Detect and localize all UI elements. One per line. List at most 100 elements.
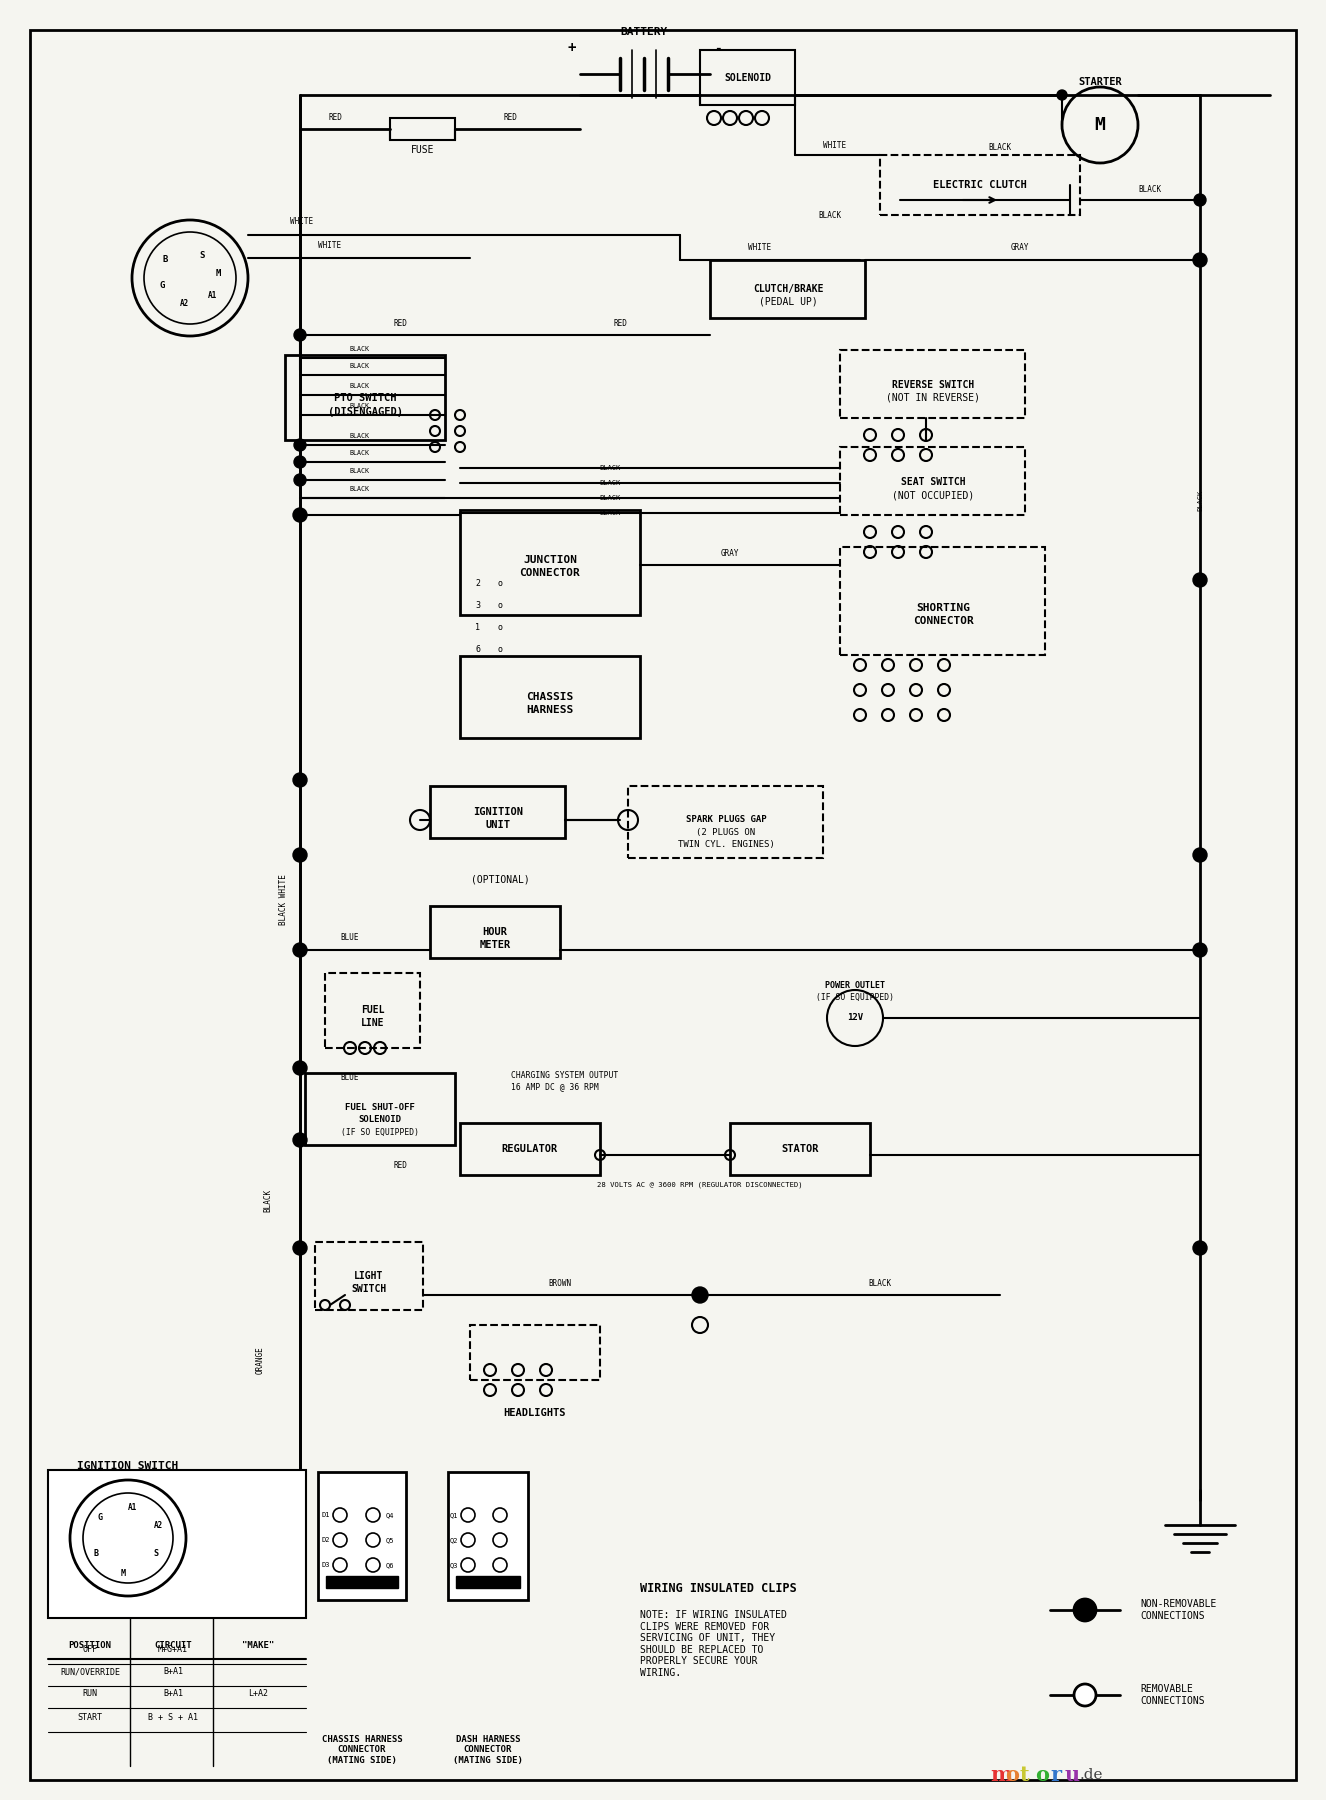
Bar — [430, 787, 565, 839]
Text: M+G+A1: M+G+A1 — [158, 1645, 188, 1654]
Text: LIGHT: LIGHT — [354, 1271, 383, 1282]
Text: BLACK: BLACK — [350, 403, 370, 409]
Text: HARNESS: HARNESS — [526, 706, 574, 715]
Text: SOLENOID: SOLENOID — [358, 1116, 402, 1125]
Circle shape — [294, 473, 306, 486]
Text: A2: A2 — [154, 1521, 163, 1530]
Text: B + S + A1: B + S + A1 — [149, 1714, 198, 1723]
Text: RUN: RUN — [82, 1690, 98, 1699]
Text: FUSE: FUSE — [411, 146, 435, 155]
Text: 12V: 12V — [847, 1013, 863, 1022]
Text: WHITE: WHITE — [290, 218, 313, 227]
Text: IGNITION: IGNITION — [473, 806, 522, 817]
Text: NOTE: IF WIRING INSULATED
CLIPS WERE REMOVED FOR
SERVICING OF UNIT, THEY
SHOULD : NOTE: IF WIRING INSULATED CLIPS WERE REM… — [640, 1609, 786, 1678]
Bar — [305, 1073, 455, 1145]
Text: 28 VOLTS AC @ 3600 RPM (REGULATOR DISCONNECTED): 28 VOLTS AC @ 3600 RPM (REGULATOR DISCON… — [597, 1183, 802, 1188]
Text: START: START — [77, 1714, 102, 1723]
Bar — [880, 155, 1079, 214]
Text: G: G — [98, 1514, 102, 1523]
Bar — [839, 446, 1025, 515]
Text: ELECTRIC CLUTCH: ELECTRIC CLUTCH — [934, 180, 1026, 191]
Bar — [460, 1123, 599, 1175]
Text: r: r — [1050, 1766, 1061, 1786]
Circle shape — [294, 455, 306, 468]
Text: (NOT OCCUPIED): (NOT OCCUPIED) — [892, 490, 975, 500]
Text: REMOVABLE
CONNECTIONS: REMOVABLE CONNECTIONS — [1140, 1685, 1204, 1706]
Text: RED: RED — [613, 319, 627, 328]
Text: OFF: OFF — [82, 1645, 98, 1654]
Circle shape — [1074, 1685, 1097, 1706]
Text: WHITE: WHITE — [318, 241, 342, 250]
Text: RUN/OVERRIDE: RUN/OVERRIDE — [60, 1667, 119, 1676]
Text: BLACK: BLACK — [350, 486, 370, 491]
Circle shape — [1193, 1240, 1207, 1255]
Text: ORANGE: ORANGE — [256, 1346, 264, 1373]
Text: CLUTCH/BRAKE: CLUTCH/BRAKE — [753, 284, 823, 293]
Text: 3: 3 — [476, 601, 480, 610]
Text: (DISENGAGED): (DISENGAGED) — [328, 407, 403, 418]
Circle shape — [293, 508, 308, 522]
Bar — [318, 1472, 406, 1600]
Text: B+A1: B+A1 — [163, 1667, 183, 1676]
Text: (NOT IN REVERSE): (NOT IN REVERSE) — [886, 392, 980, 403]
Text: RED: RED — [503, 113, 517, 122]
Text: BLACK: BLACK — [350, 346, 370, 353]
Text: BLACK: BLACK — [988, 144, 1012, 153]
Circle shape — [1193, 572, 1207, 587]
Bar — [325, 974, 420, 1048]
Text: NON-REMOVABLE
CONNECTIONS: NON-REMOVABLE CONNECTIONS — [1140, 1598, 1216, 1620]
Text: Q3: Q3 — [450, 1562, 459, 1568]
Text: (IF SO EQUIPPED): (IF SO EQUIPPED) — [815, 992, 894, 1001]
Text: .de: .de — [1079, 1768, 1103, 1782]
Text: REGULATOR: REGULATOR — [501, 1145, 558, 1154]
Text: FUEL: FUEL — [361, 1004, 385, 1015]
Text: TWIN CYL. ENGINES): TWIN CYL. ENGINES) — [678, 839, 774, 848]
Text: CONNECTOR: CONNECTOR — [520, 569, 581, 578]
Text: t: t — [1020, 1766, 1029, 1786]
Bar — [456, 1577, 520, 1588]
Circle shape — [293, 1132, 308, 1147]
Text: BLACK: BLACK — [1139, 185, 1162, 194]
Circle shape — [294, 439, 306, 452]
Text: o: o — [497, 623, 503, 632]
Text: METER: METER — [480, 940, 511, 950]
Text: BLACK: BLACK — [869, 1278, 891, 1287]
Text: B: B — [94, 1548, 98, 1557]
Text: REVERSE SWITCH: REVERSE SWITCH — [892, 380, 975, 391]
Text: CHASSIS: CHASSIS — [526, 691, 574, 702]
Text: BLUE: BLUE — [341, 934, 359, 943]
Text: o: o — [1036, 1766, 1049, 1786]
Text: IGNITION SWITCH: IGNITION SWITCH — [77, 1462, 179, 1471]
Text: RED: RED — [392, 319, 407, 328]
Text: RED: RED — [328, 113, 342, 122]
Text: WHITE: WHITE — [823, 140, 846, 149]
Text: UNIT: UNIT — [485, 821, 511, 830]
Text: (OPTIONAL): (OPTIONAL) — [471, 875, 529, 886]
Bar — [700, 50, 796, 104]
Text: POSITION: POSITION — [69, 1642, 111, 1651]
Circle shape — [1193, 848, 1207, 862]
Text: CHARGING SYSTEM OUTPUT: CHARGING SYSTEM OUTPUT — [512, 1071, 619, 1080]
Text: BLUE: BLUE — [341, 1073, 359, 1082]
Text: FUEL SHUT-OFF: FUEL SHUT-OFF — [345, 1103, 415, 1112]
Text: "MAKE": "MAKE" — [241, 1642, 274, 1651]
Text: A1: A1 — [207, 292, 216, 301]
Circle shape — [1057, 90, 1067, 101]
Bar — [285, 355, 446, 439]
Text: D3: D3 — [322, 1562, 330, 1568]
Text: BLACK: BLACK — [599, 495, 621, 500]
Text: STATOR: STATOR — [781, 1145, 818, 1154]
Text: (2 PLUGS ON: (2 PLUGS ON — [696, 828, 756, 837]
Text: BLACK: BLACK — [350, 364, 370, 369]
Text: o: o — [1005, 1766, 1018, 1786]
Text: G: G — [159, 281, 164, 290]
Text: WIRING INSULATED CLIPS: WIRING INSULATED CLIPS — [640, 1582, 797, 1595]
Text: Q6: Q6 — [386, 1562, 394, 1568]
Text: SOLENOID: SOLENOID — [724, 74, 772, 83]
Text: o: o — [497, 644, 503, 653]
Text: 2: 2 — [476, 578, 480, 587]
Text: Q4: Q4 — [386, 1512, 394, 1517]
Circle shape — [1193, 943, 1207, 958]
Text: BLACK: BLACK — [264, 1188, 273, 1211]
Text: SPARK PLUGS GAP: SPARK PLUGS GAP — [686, 815, 766, 824]
